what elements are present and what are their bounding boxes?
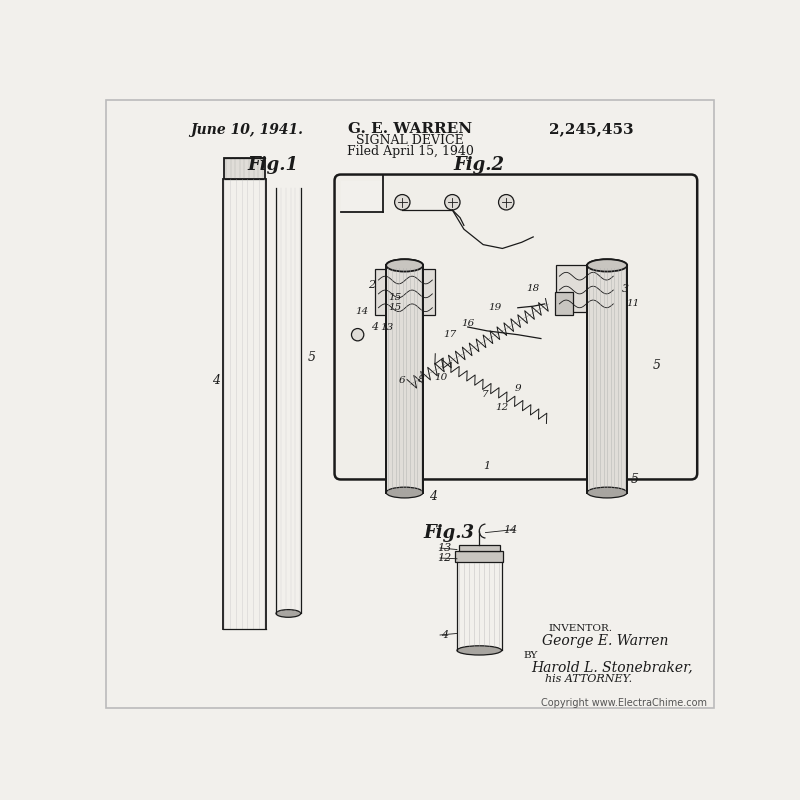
- Text: Fig.3: Fig.3: [423, 524, 474, 542]
- Text: Harold L. Stonebraker,: Harold L. Stonebraker,: [532, 660, 694, 674]
- Bar: [587, 266, 627, 493]
- Text: his ATTORNEY.: his ATTORNEY.: [545, 674, 632, 684]
- Text: 19: 19: [488, 303, 502, 312]
- Bar: [556, 266, 616, 311]
- Text: 15: 15: [388, 294, 402, 302]
- Text: BY: BY: [524, 651, 538, 660]
- Text: 5: 5: [631, 473, 639, 486]
- Ellipse shape: [386, 259, 423, 271]
- Text: 12: 12: [438, 553, 452, 563]
- Ellipse shape: [587, 487, 627, 498]
- Text: 9: 9: [514, 384, 521, 393]
- Text: 2,245,453: 2,245,453: [549, 122, 634, 136]
- Ellipse shape: [386, 487, 423, 498]
- Text: Fig.1: Fig.1: [247, 156, 298, 174]
- Text: 15: 15: [388, 303, 402, 312]
- Text: 7: 7: [482, 390, 489, 399]
- Text: 4: 4: [429, 490, 437, 503]
- Bar: [224, 158, 266, 179]
- FancyBboxPatch shape: [334, 174, 698, 479]
- Text: 5: 5: [653, 359, 661, 372]
- Text: 4: 4: [441, 630, 448, 640]
- Text: 11: 11: [626, 299, 640, 308]
- Text: 14: 14: [503, 525, 518, 534]
- Text: 5: 5: [307, 351, 315, 364]
- Text: 6: 6: [399, 376, 406, 386]
- Text: Copyright www.ElectraChime.com: Copyright www.ElectraChime.com: [542, 698, 707, 708]
- Text: 2: 2: [368, 280, 375, 290]
- Text: SIGNAL DEVICE: SIGNAL DEVICE: [356, 134, 464, 147]
- Text: 3: 3: [622, 283, 629, 294]
- Text: 17: 17: [443, 330, 457, 339]
- Bar: [386, 266, 423, 493]
- Circle shape: [498, 194, 514, 210]
- Text: Fig.2: Fig.2: [454, 156, 505, 174]
- Ellipse shape: [587, 259, 627, 271]
- Text: 16: 16: [461, 318, 474, 328]
- Text: 1: 1: [483, 461, 490, 470]
- Text: INVENTOR.: INVENTOR.: [549, 624, 613, 634]
- Text: 14: 14: [355, 307, 368, 316]
- Bar: [375, 270, 435, 315]
- Ellipse shape: [457, 646, 502, 655]
- Text: 13: 13: [380, 322, 394, 331]
- Ellipse shape: [386, 259, 423, 271]
- Bar: [458, 545, 500, 551]
- Text: Filed April 15, 1940: Filed April 15, 1940: [346, 145, 474, 158]
- Text: 13: 13: [438, 543, 452, 553]
- Text: 18: 18: [526, 284, 540, 293]
- Text: 8: 8: [418, 375, 425, 384]
- Text: 10: 10: [434, 374, 447, 382]
- Ellipse shape: [587, 259, 627, 271]
- Text: 12: 12: [496, 403, 509, 412]
- Text: George E. Warren: George E. Warren: [542, 634, 669, 648]
- Text: 4: 4: [370, 322, 378, 332]
- Text: 4: 4: [212, 374, 220, 387]
- Circle shape: [445, 194, 460, 210]
- Circle shape: [351, 329, 364, 341]
- Ellipse shape: [276, 610, 301, 618]
- Text: G. E. WARREN: G. E. WARREN: [348, 122, 472, 136]
- Text: June 10, 1941.: June 10, 1941.: [190, 123, 303, 137]
- Bar: [341, 181, 383, 211]
- Circle shape: [394, 194, 410, 210]
- Bar: [554, 292, 574, 315]
- Bar: [455, 551, 503, 562]
